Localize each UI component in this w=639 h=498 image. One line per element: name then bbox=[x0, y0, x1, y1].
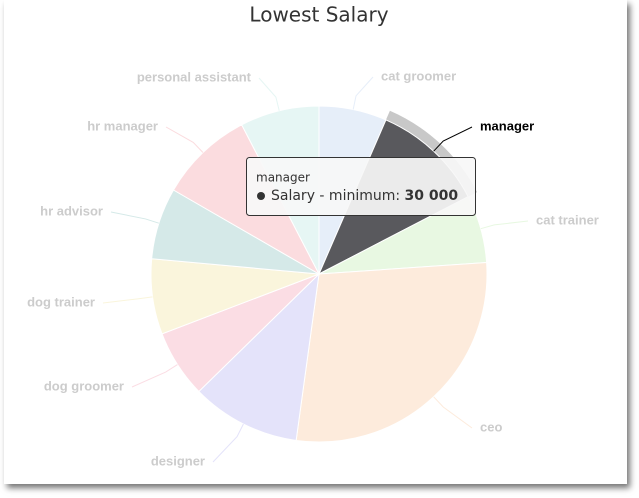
slice-label: hr advisor bbox=[40, 203, 103, 218]
slice-label: dog groomer bbox=[44, 378, 124, 393]
slice-label: hr manager bbox=[87, 118, 158, 133]
connector bbox=[102, 296, 153, 304]
tooltip-series: Salary - minimum bbox=[271, 188, 395, 204]
connector bbox=[352, 76, 374, 110]
tooltip-category: manager bbox=[256, 171, 310, 185]
slice-label: manager bbox=[480, 118, 534, 133]
connector bbox=[433, 126, 473, 152]
tooltip-sep: : bbox=[395, 188, 404, 204]
connector bbox=[110, 211, 160, 224]
connector bbox=[212, 423, 244, 463]
tooltip-box bbox=[246, 157, 476, 216]
tooltip-marker bbox=[257, 192, 265, 200]
chart-title: Lowest Salary bbox=[249, 3, 388, 27]
connector bbox=[480, 220, 529, 230]
slice-label: cat groomer bbox=[381, 68, 456, 83]
slice-label: designer bbox=[151, 453, 205, 468]
connector bbox=[433, 396, 473, 429]
slice-label: dog trainer bbox=[27, 294, 95, 309]
tooltip: manager Salary - minimum: 30 000 bbox=[246, 157, 476, 216]
tooltip-line: Salary - minimum: 30 000 bbox=[271, 188, 458, 204]
slice-label: personal assistant bbox=[137, 69, 252, 84]
connector bbox=[165, 126, 204, 153]
slice-label: cat trainer bbox=[536, 212, 599, 227]
connector bbox=[131, 364, 178, 388]
pie-slice bbox=[198, 272, 320, 441]
slice-label: ceo bbox=[480, 419, 502, 434]
connector bbox=[258, 77, 280, 111]
pie-slice bbox=[295, 262, 488, 443]
tooltip-value: 30 000 bbox=[405, 188, 459, 204]
